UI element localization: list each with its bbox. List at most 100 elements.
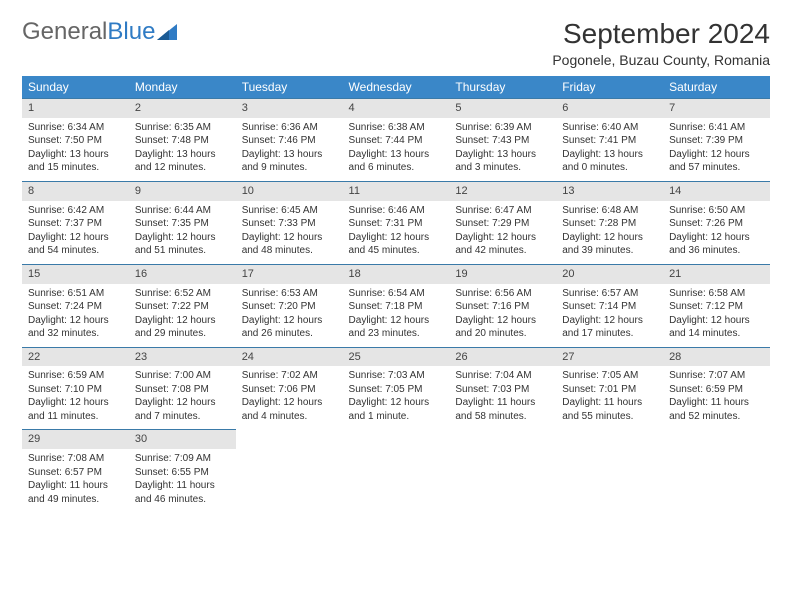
day-number: 26	[449, 347, 556, 367]
day-number: 8	[22, 181, 129, 201]
day-number: 13	[556, 181, 663, 201]
sunset-line: Sunset: 7:48 PM	[135, 134, 230, 148]
sunrise-line: Sunrise: 7:04 AM	[455, 369, 550, 383]
day-cell: 24Sunrise: 7:02 AMSunset: 7:06 PMDayligh…	[236, 347, 343, 430]
day-header-thursday: Thursday	[449, 76, 556, 98]
sunset-line: Sunset: 7:44 PM	[349, 134, 444, 148]
week-row: 8Sunrise: 6:42 AMSunset: 7:37 PMDaylight…	[22, 181, 770, 264]
day-number: 5	[449, 98, 556, 118]
daylight-line: Daylight: 12 hours and 57 minutes.	[669, 148, 764, 175]
sunset-line: Sunset: 7:22 PM	[135, 300, 230, 314]
sunrise-line: Sunrise: 7:02 AM	[242, 369, 337, 383]
day-body: Sunrise: 7:05 AMSunset: 7:01 PMDaylight:…	[556, 366, 663, 429]
daylight-line: Daylight: 13 hours and 12 minutes.	[135, 148, 230, 175]
week-row: 22Sunrise: 6:59 AMSunset: 7:10 PMDayligh…	[22, 347, 770, 430]
sunset-line: Sunset: 7:35 PM	[135, 217, 230, 231]
day-header-sunday: Sunday	[22, 76, 129, 98]
day-header-friday: Friday	[556, 76, 663, 98]
day-body: Sunrise: 7:07 AMSunset: 6:59 PMDaylight:…	[663, 366, 770, 429]
day-body: Sunrise: 6:41 AMSunset: 7:39 PMDaylight:…	[663, 118, 770, 181]
day-number: 12	[449, 181, 556, 201]
daylight-line: Daylight: 12 hours and 20 minutes.	[455, 314, 550, 341]
day-cell: 5Sunrise: 6:39 AMSunset: 7:43 PMDaylight…	[449, 98, 556, 181]
day-header-row: SundayMondayTuesdayWednesdayThursdayFrid…	[22, 76, 770, 98]
day-cell: 29Sunrise: 7:08 AMSunset: 6:57 PMDayligh…	[22, 429, 129, 512]
daylight-line: Daylight: 12 hours and 51 minutes.	[135, 231, 230, 258]
day-number: 14	[663, 181, 770, 201]
sunrise-line: Sunrise: 6:56 AM	[455, 287, 550, 301]
logo-text-general: General	[22, 18, 107, 46]
sunset-line: Sunset: 7:10 PM	[28, 383, 123, 397]
day-cell: 26Sunrise: 7:04 AMSunset: 7:03 PMDayligh…	[449, 347, 556, 430]
day-body: Sunrise: 6:53 AMSunset: 7:20 PMDaylight:…	[236, 284, 343, 347]
daylight-line: Daylight: 11 hours and 49 minutes.	[28, 479, 123, 506]
day-cell: 2Sunrise: 6:35 AMSunset: 7:48 PMDaylight…	[129, 98, 236, 181]
sunset-line: Sunset: 7:06 PM	[242, 383, 337, 397]
day-header-saturday: Saturday	[663, 76, 770, 98]
day-number: 19	[449, 264, 556, 284]
day-header-monday: Monday	[129, 76, 236, 98]
sunset-line: Sunset: 7:12 PM	[669, 300, 764, 314]
daylight-line: Daylight: 12 hours and 23 minutes.	[349, 314, 444, 341]
header: GeneralBlue September 2024 Pogonele, Buz…	[22, 18, 770, 68]
day-cell: 4Sunrise: 6:38 AMSunset: 7:44 PMDaylight…	[343, 98, 450, 181]
day-body: Sunrise: 6:52 AMSunset: 7:22 PMDaylight:…	[129, 284, 236, 347]
sunrise-line: Sunrise: 6:48 AM	[562, 204, 657, 218]
daylight-line: Daylight: 12 hours and 17 minutes.	[562, 314, 657, 341]
day-number: 29	[22, 429, 129, 449]
sunset-line: Sunset: 7:16 PM	[455, 300, 550, 314]
day-number: 25	[343, 347, 450, 367]
sunset-line: Sunset: 7:29 PM	[455, 217, 550, 231]
daylight-line: Daylight: 13 hours and 0 minutes.	[562, 148, 657, 175]
daylight-line: Daylight: 12 hours and 29 minutes.	[135, 314, 230, 341]
day-body: Sunrise: 6:46 AMSunset: 7:31 PMDaylight:…	[343, 201, 450, 264]
sunrise-line: Sunrise: 7:00 AM	[135, 369, 230, 383]
day-cell: ..	[556, 429, 663, 512]
day-number: 9	[129, 181, 236, 201]
day-body: Sunrise: 6:38 AMSunset: 7:44 PMDaylight:…	[343, 118, 450, 181]
daylight-line: Daylight: 12 hours and 4 minutes.	[242, 396, 337, 423]
day-body: Sunrise: 6:39 AMSunset: 7:43 PMDaylight:…	[449, 118, 556, 181]
daylight-line: Daylight: 12 hours and 42 minutes.	[455, 231, 550, 258]
day-body: Sunrise: 6:54 AMSunset: 7:18 PMDaylight:…	[343, 284, 450, 347]
day-body: Sunrise: 6:58 AMSunset: 7:12 PMDaylight:…	[663, 284, 770, 347]
sunrise-line: Sunrise: 6:53 AM	[242, 287, 337, 301]
day-number: 23	[129, 347, 236, 367]
day-number: 3	[236, 98, 343, 118]
sunrise-line: Sunrise: 6:41 AM	[669, 121, 764, 135]
day-body: Sunrise: 6:45 AMSunset: 7:33 PMDaylight:…	[236, 201, 343, 264]
calendar-table: SundayMondayTuesdayWednesdayThursdayFrid…	[22, 76, 770, 512]
day-cell: 30Sunrise: 7:09 AMSunset: 6:55 PMDayligh…	[129, 429, 236, 512]
daylight-line: Daylight: 13 hours and 15 minutes.	[28, 148, 123, 175]
sunset-line: Sunset: 7:50 PM	[28, 134, 123, 148]
day-number: 17	[236, 264, 343, 284]
daylight-line: Daylight: 12 hours and 45 minutes.	[349, 231, 444, 258]
day-body: Sunrise: 6:44 AMSunset: 7:35 PMDaylight:…	[129, 201, 236, 264]
day-cell: ..	[449, 429, 556, 512]
day-number: 2	[129, 98, 236, 118]
day-body: Sunrise: 6:35 AMSunset: 7:48 PMDaylight:…	[129, 118, 236, 181]
day-number: 6	[556, 98, 663, 118]
sunrise-line: Sunrise: 6:34 AM	[28, 121, 123, 135]
daylight-line: Daylight: 12 hours and 39 minutes.	[562, 231, 657, 258]
day-cell: 19 Sunrise: 6:56 AMSunset: 7:16 PMDayligh…	[449, 264, 556, 347]
title-block: September 2024 Pogonele, Buzau County, R…	[552, 18, 770, 68]
day-cell: 16Sunrise: 6:52 AMSunset: 7:22 PMDayligh…	[129, 264, 236, 347]
sunrise-line: Sunrise: 6:47 AM	[455, 204, 550, 218]
day-header-wednesday: Wednesday	[343, 76, 450, 98]
daylight-line: Daylight: 11 hours and 46 minutes.	[135, 479, 230, 506]
day-number: 22	[22, 347, 129, 367]
day-cell: 18Sunrise: 6:54 AMSunset: 7:18 PMDayligh…	[343, 264, 450, 347]
logo-triangle-icon	[157, 24, 177, 40]
sunset-line: Sunset: 7:08 PM	[135, 383, 230, 397]
sunset-line: Sunset: 7:24 PM	[28, 300, 123, 314]
day-cell: 9Sunrise: 6:44 AMSunset: 7:35 PMDaylight…	[129, 181, 236, 264]
sunset-line: Sunset: 7:20 PM	[242, 300, 337, 314]
day-body: Sunrise: 6:42 AMSunset: 7:37 PMDaylight:…	[22, 201, 129, 264]
sunrise-line: Sunrise: 6:42 AM	[28, 204, 123, 218]
sunrise-line: Sunrise: 7:03 AM	[349, 369, 444, 383]
day-cell: 15Sunrise: 6:51 AMSunset: 7:24 PMDayligh…	[22, 264, 129, 347]
logo: GeneralBlue	[22, 18, 177, 46]
day-number: 11	[343, 181, 450, 201]
daylight-line: Daylight: 12 hours and 32 minutes.	[28, 314, 123, 341]
